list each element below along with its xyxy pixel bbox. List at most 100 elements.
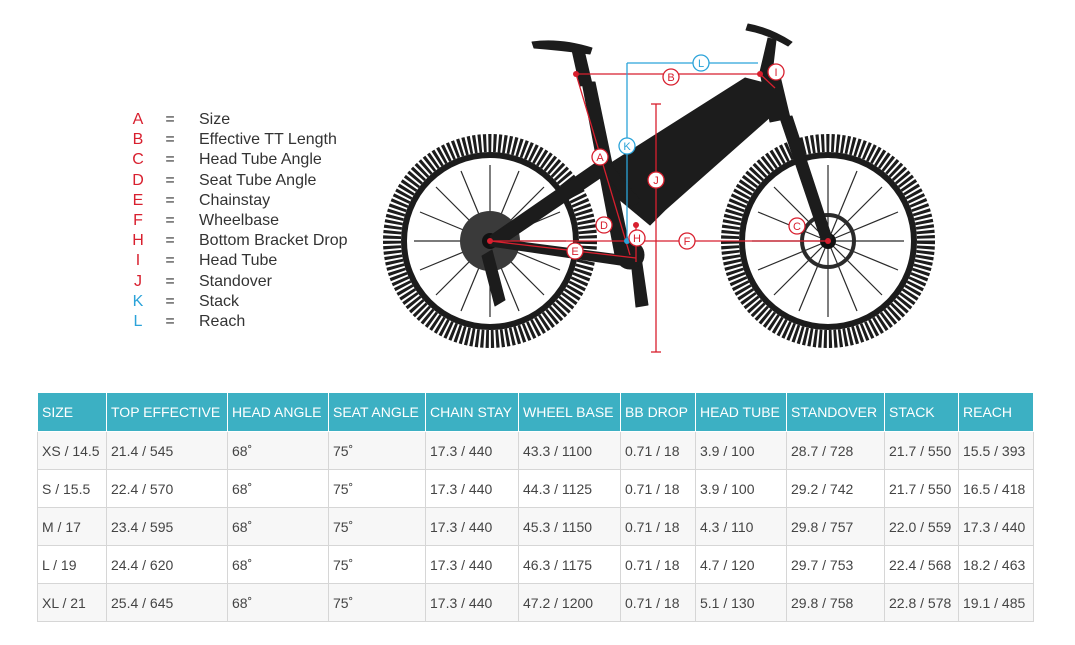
table-cell: 29.8 / 757 [786,507,885,546]
legend-row-h: H = Bottom Bracket Drop [128,231,368,251]
table-row: XL / 21 25.4 / 645 68˚ 75˚ 17.3 / 440 47… [37,583,1034,622]
legend-equals: = [165,151,175,169]
column-header: STACK [884,392,959,432]
column-header: TOP EFFECTIVE [106,392,228,432]
table-cell: 17.3 / 440 [425,583,519,622]
table-cell: 15.5 / 393 [958,431,1034,470]
svg-text:E: E [571,246,578,258]
table-cell: 17.3 / 440 [425,469,519,508]
legend-letter: C [132,151,144,169]
legend-equals: = [165,312,175,330]
table-cell: 44.3 / 1125 [518,469,621,508]
table-cell: 19.1 / 485 [958,583,1034,622]
column-header: HEAD ANGLE [227,392,329,432]
column-header: CHAIN STAY [425,392,519,432]
table-cell: XS / 14.5 [37,431,107,470]
legend-row-l: L = Reach [128,312,368,332]
legend-label: Seat Tube Angle [199,171,317,189]
table-cell: 21.7 / 550 [884,469,959,508]
svg-text:D: D [600,220,608,232]
table-cell: 68˚ [227,469,329,508]
legend-label: Head Tube [199,252,278,270]
legend-letter: K [132,292,144,310]
table-row: L / 19 24.4 / 620 68˚ 75˚ 17.3 / 440 46.… [37,545,1034,584]
marker-d: D [595,216,613,234]
geometry-table: SIZE TOP EFFECTIVE HEAD ANGLE SEAT ANGLE… [37,392,1034,622]
marker-b: B [662,68,680,86]
legend-row-b: B = Effective TT Length [128,130,368,150]
line-head-tube [759,73,776,89]
legend-row-a: A = Size [128,110,368,130]
column-header: REACH [958,392,1034,432]
legend-row-c: C = Head Tube Angle [128,150,368,170]
table-cell: 75˚ [328,583,426,622]
column-header: SIZE [37,392,107,432]
svg-text:L: L [698,58,704,70]
svg-text:C: C [793,221,801,233]
legend-letter: A [132,111,144,128]
table-cell: XL / 21 [37,583,107,622]
table-cell: 47.2 / 1200 [518,583,621,622]
legend-equals: = [165,171,175,189]
table-cell: 0.71 / 18 [620,545,696,584]
line-chainstay [489,240,637,259]
table-header-row: SIZE TOP EFFECTIVE HEAD ANGLE SEAT ANGLE… [37,392,1034,432]
legend-equals: = [165,232,175,250]
table-cell: 17.3 / 440 [425,507,519,546]
marker-e: E [566,242,584,260]
table-cell: 0.71 / 18 [620,431,696,470]
svg-text:K: K [623,141,631,153]
geometry-legend: A = Size B = Effective TT Length C = Hea… [128,110,368,332]
table-cell: 29.2 / 742 [786,469,885,508]
table-cell: 22.4 / 568 [884,545,959,584]
table-cell: 16.5 / 418 [958,469,1034,508]
table-cell: 0.71 / 18 [620,583,696,622]
legend-label: Stack [199,292,240,310]
table-cell: 23.4 / 595 [106,507,228,546]
table-cell: 29.7 / 753 [786,545,885,584]
table-cell: 21.7 / 550 [884,431,959,470]
legend-label: Bottom Bracket Drop [199,232,348,250]
legend-equals: = [165,131,175,149]
table-cell: 29.8 / 758 [786,583,885,622]
legend-letter: J [134,272,142,290]
table-cell: 5.1 / 130 [695,583,787,622]
legend-letter: H [132,232,144,250]
table-cell: 28.7 / 728 [786,431,885,470]
table-cell: 24.4 / 620 [106,545,228,584]
table-cell: 17.3 / 440 [425,545,519,584]
table-cell: 68˚ [227,507,329,546]
svg-text:F: F [684,236,691,248]
table-cell: 68˚ [227,545,329,584]
legend-row-f: F = Wheelbase [128,211,368,231]
marker-l: L [692,54,710,72]
legend-row-e: E = Chainstay [128,191,368,211]
table-cell: 75˚ [328,469,426,508]
legend-row-i: I = Head Tube [128,251,368,271]
table-cell: 46.3 / 1175 [518,545,621,584]
table-cell: 17.3 / 440 [425,431,519,470]
table-cell: 22.8 / 578 [884,583,959,622]
table-cell: 4.7 / 120 [695,545,787,584]
legend-equals: = [165,111,175,128]
table-cell: 3.9 / 100 [695,469,787,508]
table-cell: 3.9 / 100 [695,431,787,470]
table-cell: 75˚ [328,431,426,470]
table-cell: 75˚ [328,507,426,546]
legend-label: Size [199,111,231,128]
table-cell: 68˚ [227,431,329,470]
legend-label: Head Tube Angle [199,151,322,169]
legend-row-k: K = Stack [128,292,368,312]
legend-row-j: J = Standover [128,272,368,292]
table-cell: 45.3 / 1150 [518,507,621,546]
table-cell: M / 17 [37,507,107,546]
legend-equals: = [165,191,175,209]
marker-f: F [678,232,696,250]
svg-text:B: B [667,72,674,84]
column-header: WHEEL BASE [518,392,621,432]
legend-equals: = [165,292,175,310]
table-cell: 21.4 / 545 [106,431,228,470]
marker-c: C [788,217,806,235]
svg-text:J: J [653,175,659,187]
legend-equals: = [165,272,175,290]
